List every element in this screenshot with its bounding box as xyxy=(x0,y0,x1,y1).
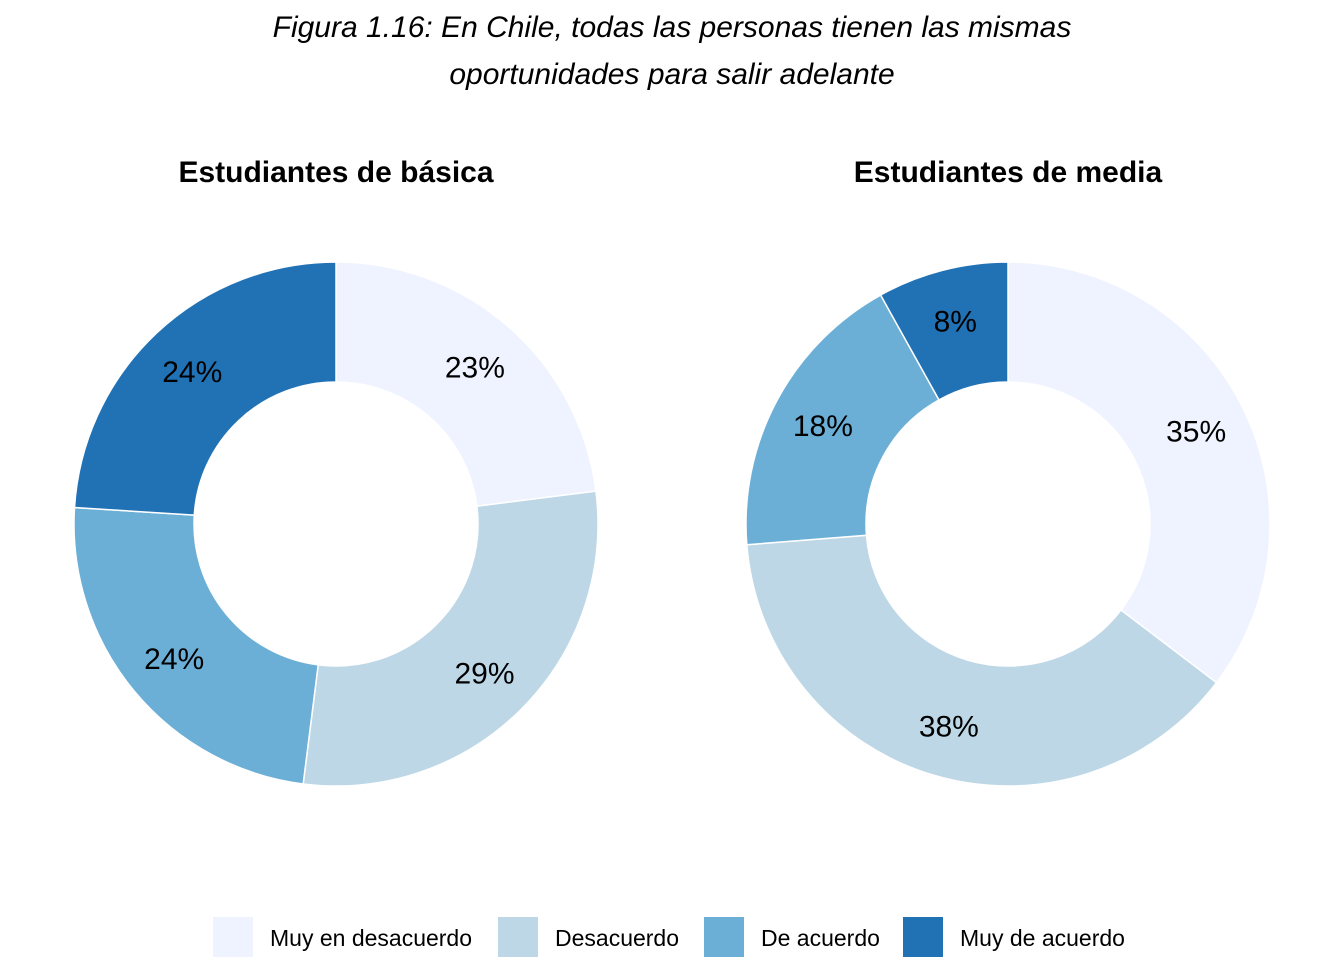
legend-item-muy-de-acuerdo: Muy de acuerdo xyxy=(903,917,1125,957)
legend-item-muy-en-desacuerdo: Muy en desacuerdo xyxy=(213,917,472,957)
slice-label: 23% xyxy=(445,351,505,384)
donut-slice-muy-en-desacuerdo xyxy=(1007,261,1271,684)
panel-title: Estudiantes de media xyxy=(854,156,1163,189)
figure-title-line-2: oportunidades para salir adelante xyxy=(449,58,895,91)
legend-label: De acuerdo xyxy=(761,925,880,951)
slice-label: 38% xyxy=(919,710,979,743)
slice-label: 29% xyxy=(454,657,514,690)
donut-panel-1: Estudiantes de básica 23% 29% 24% 24% xyxy=(73,156,599,787)
slice-label: 18% xyxy=(793,410,853,443)
donut-slice-muy-de-acuerdo xyxy=(879,261,1009,401)
figure-title: Figura 1.16: En Chile, todas las persona… xyxy=(0,4,1344,98)
donut-slice-de-acuerdo xyxy=(745,294,940,546)
donut-slice-muy-de-acuerdo xyxy=(73,261,337,516)
legend-label: Muy en desacuerdo xyxy=(270,925,472,951)
legend-item-de-acuerdo: De acuerdo xyxy=(704,917,880,957)
slice-label: 8% xyxy=(934,306,977,339)
slice-label: 35% xyxy=(1166,416,1226,449)
panel-title: Estudiantes de básica xyxy=(178,156,493,189)
legend-item-desacuerdo: Desacuerdo xyxy=(498,917,679,957)
donut-slice-de-acuerdo xyxy=(73,506,320,785)
slice-label: 24% xyxy=(162,356,222,389)
donut-panel-2: Estudiantes de media 35% 38% 18% 8% xyxy=(745,156,1271,787)
legend: Muy en desacuerdo Desacuerdo De acuerdo Muy… xyxy=(213,917,1125,957)
slice-label: 24% xyxy=(144,643,204,676)
donut-slice-desacuerdo xyxy=(302,490,599,787)
figure-title-line-1: Figura 1.16: En Chile, todas las persona… xyxy=(272,11,1072,44)
legend-label: Muy de acuerdo xyxy=(960,925,1125,951)
legend-swatch xyxy=(704,917,744,957)
legend-label: Desacuerdo xyxy=(555,925,679,951)
donut-slice-desacuerdo xyxy=(746,534,1218,787)
legend-swatch xyxy=(498,917,538,957)
legend-swatch xyxy=(903,917,943,957)
donut-slice-muy-en-desacuerdo xyxy=(335,261,597,508)
legend-swatch xyxy=(213,917,253,957)
